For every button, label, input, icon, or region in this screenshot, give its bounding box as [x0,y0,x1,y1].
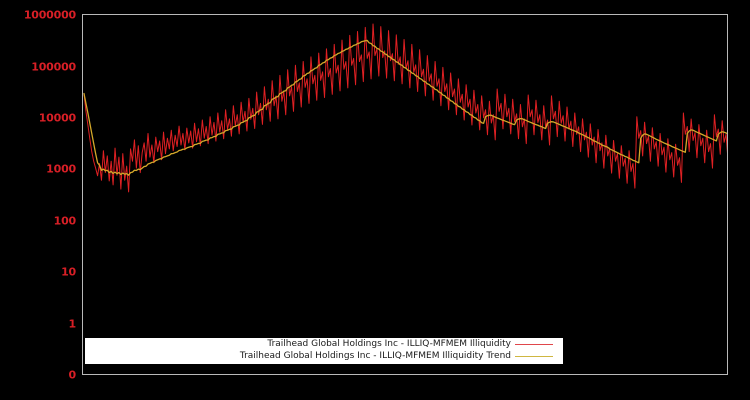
y-axis-tick-1000: 1000 [46,162,76,176]
plot-area [82,14,728,375]
legend-entry-illiquidity: Trailhead Global Holdings Inc - ILLIQ-MF… [85,338,563,351]
legend-line-swatch-illiquidity [515,344,553,345]
series-canvas [83,23,727,193]
y-axis-tick-100: 100 [53,214,77,227]
legend-line-swatch-illiquidity-trend [515,356,553,357]
chart-legend: Trailhead Global Holdings Inc - ILLIQ-MF… [85,338,563,364]
y-axis-tick-100000: 100000 [31,60,76,73]
y-axis-tick-10000: 10000 [38,111,76,124]
data-line-illiquidity [83,23,727,193]
legend-label-illiquidity-trend: Trailhead Global Holdings Inc - ILLIQ-MF… [239,351,511,361]
data-line-illiquidity-trend [83,39,727,176]
y-axis-tick-10: 10 [61,265,76,279]
y-axis-tick-1000000: 1000000 [23,8,76,22]
legend-entry-illiquidity-trend: Trailhead Global Holdings Inc - ILLIQ-MF… [85,350,563,363]
legend-label-illiquidity: Trailhead Global Holdings Inc - ILLIQ-MF… [267,339,511,349]
y-axis-tick-0: 0 [68,368,77,382]
y-axis-tick-1: 1 [68,317,77,330]
